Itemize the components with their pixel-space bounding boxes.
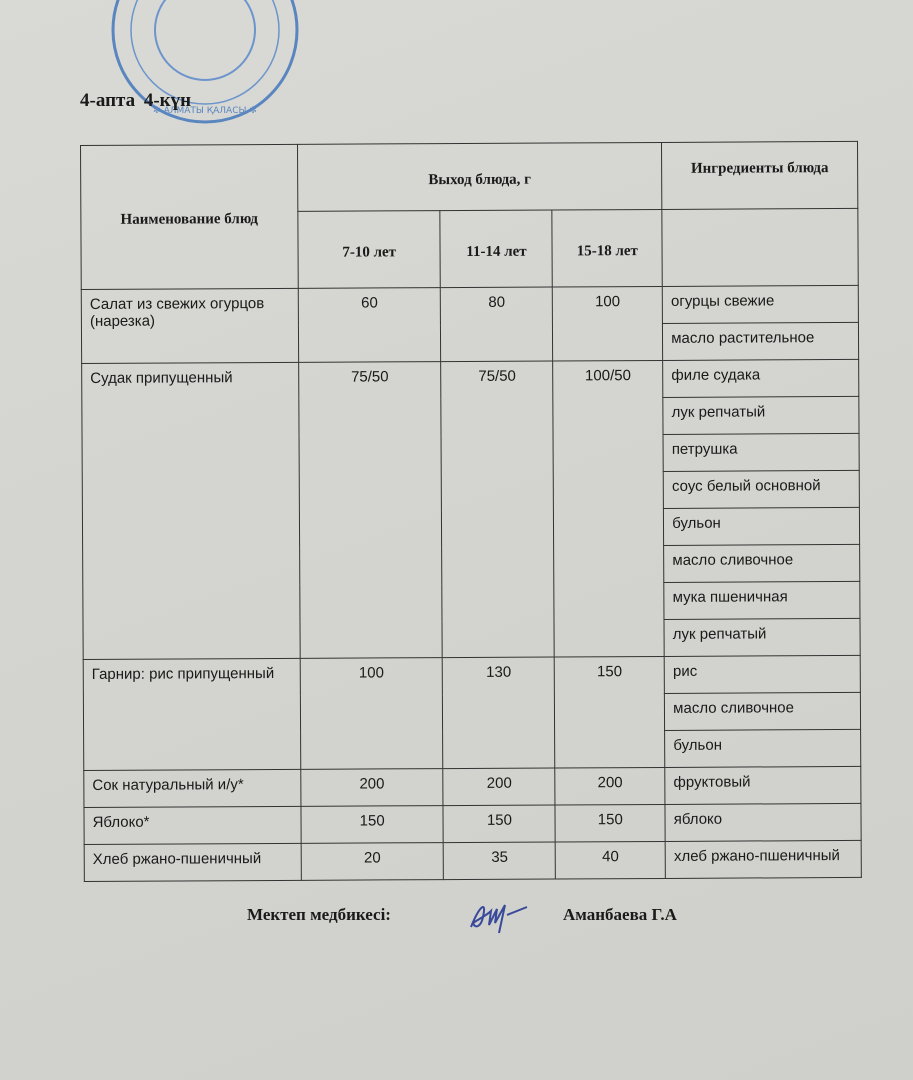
ingredient: лук репчатый <box>663 396 860 435</box>
ingredient: соус белый основной <box>663 470 860 509</box>
yield-value: 200 <box>555 767 666 806</box>
table-row: Судак припущенный 75/50 75/50 100/50 филе су… <box>81 359 859 660</box>
yield-value: 60 <box>297 287 442 363</box>
yield-value: 130 <box>442 657 556 769</box>
header-age: 15-18 лет <box>552 209 663 288</box>
dish-name: Хлеб ржано-пшеничный <box>84 843 302 882</box>
table-row: Хлеб ржано-пшеничный 20 35 40 хлеб ржано-пше… <box>84 840 862 882</box>
yield-value: 200 <box>300 768 444 807</box>
ingredient: лук репчатый <box>664 618 861 657</box>
ingredient: рис <box>664 655 861 694</box>
header-ingredients: Ингредиенты блюда <box>661 141 858 210</box>
ingredient: мука пшеничная <box>663 581 860 620</box>
yield-value: 100 <box>552 286 663 362</box>
yield-value: 20 <box>300 842 444 881</box>
yield-value: 150 <box>300 805 444 844</box>
yield-value: 75/50 <box>298 361 443 659</box>
ingredient: бульон <box>663 507 860 546</box>
table-row: Яблоко* 150 150 150 яблоко <box>83 803 862 845</box>
ingredient: филе судака <box>662 359 859 398</box>
yield-value: 100 <box>299 657 444 770</box>
header-yield: Выход блюда, г <box>297 142 663 212</box>
dish-name: Салат из свежих огурцов (нарезка) <box>81 288 299 364</box>
ingredient: петрушка <box>663 433 860 472</box>
table-row: Сок натуральный и/у* 200 200 200 фруктовый <box>83 766 861 808</box>
menu-table: Наименование блюд Выход блюда, г Ингредиен… <box>80 141 862 882</box>
header-age: 11-14 лет <box>440 210 553 288</box>
yield-value: 150 <box>554 656 665 769</box>
yield-value: 80 <box>440 287 553 362</box>
nurse-name: Аманбаева Г.А <box>563 905 677 924</box>
yield-value: 40 <box>555 841 666 880</box>
ingredient: яблоко <box>665 803 862 842</box>
header-age: 7-10 лет <box>297 210 441 289</box>
yield-value: 75/50 <box>441 361 555 658</box>
ingredient: бульон <box>664 729 861 768</box>
page-heading: 4-апта 4-күн <box>80 90 192 111</box>
ingredient: огурцы свежие <box>662 285 859 324</box>
yield-value: 35 <box>443 842 556 880</box>
stamp-seal: ✻ АЛМАТЫ ҚАЛАСЫ ✻ <box>111 0 299 124</box>
ingredient: масло сливочное <box>663 544 860 583</box>
dish-name: Судак припущенный <box>81 362 300 660</box>
dish-name: Яблоко* <box>83 806 301 845</box>
signature <box>470 904 528 934</box>
table-row: Гарнир: рис припущенный 100 130 150 рис <box>83 655 861 771</box>
header-dish: Наименование блюд <box>80 144 298 290</box>
yield-value: 100/50 <box>552 360 665 658</box>
header-empty <box>662 208 859 287</box>
yield-value: 150 <box>443 805 556 843</box>
table-row: Салат из свежих огурцов (нарезка) 60 80 100… <box>81 285 859 364</box>
dish-name: Гарнир: рис припущенный <box>83 658 301 771</box>
svg-text:✻ АЛМАТЫ ҚАЛАСЫ ✻: ✻ АЛМАТЫ ҚАЛАСЫ ✻ <box>153 106 257 116</box>
dish-name: Сок натуральный и/у* <box>83 769 301 808</box>
ingredient: масло сливочное <box>664 692 861 731</box>
ingredient: масло растительное <box>662 322 859 361</box>
ingredient: фруктовый <box>664 766 861 805</box>
nurse-label: Мектеп медбикесі: <box>247 905 391 924</box>
yield-value: 150 <box>555 804 666 843</box>
yield-value: 200 <box>443 768 556 806</box>
ingredient: хлеб ржано-пшеничный <box>665 840 862 879</box>
